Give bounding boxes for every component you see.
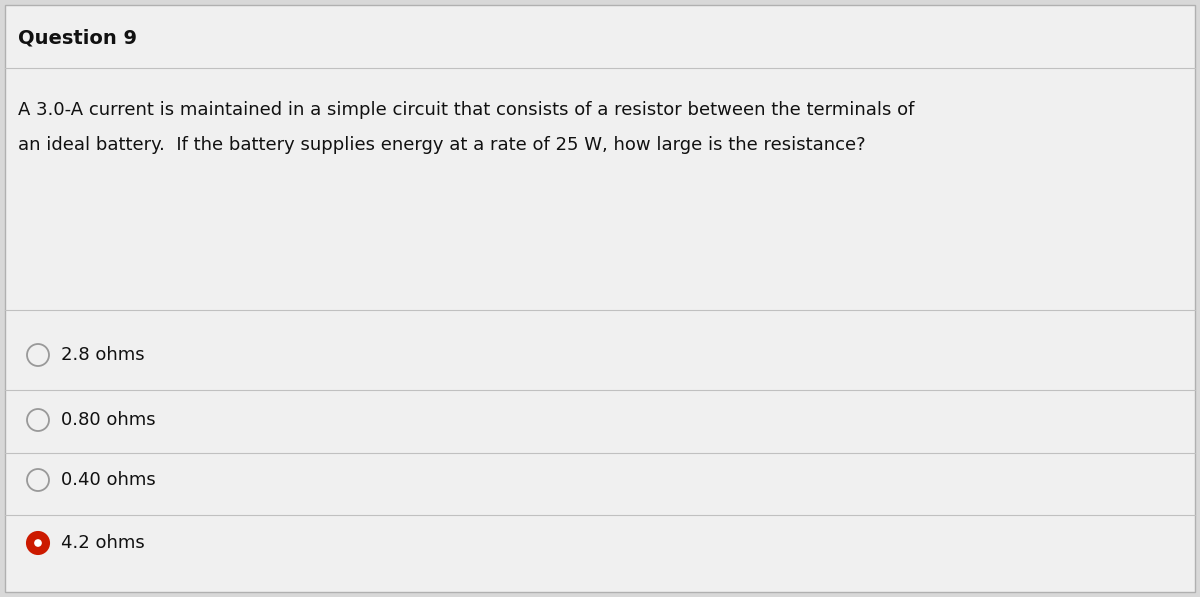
Text: A 3.0-A current is maintained in a simple circuit that consists of a resistor be: A 3.0-A current is maintained in a simpl…	[18, 101, 914, 119]
Ellipse shape	[28, 344, 49, 366]
FancyBboxPatch shape	[5, 5, 1195, 592]
Ellipse shape	[28, 409, 49, 431]
Text: 0.40 ohms: 0.40 ohms	[61, 471, 156, 489]
Text: an ideal battery.  If the battery supplies energy at a rate of 25 W, how large i: an ideal battery. If the battery supplie…	[18, 136, 865, 154]
Text: Question 9: Question 9	[18, 29, 137, 48]
Ellipse shape	[34, 539, 42, 547]
Text: 2.8 ohms: 2.8 ohms	[61, 346, 145, 364]
Ellipse shape	[28, 469, 49, 491]
Ellipse shape	[28, 532, 49, 554]
Text: 0.80 ohms: 0.80 ohms	[61, 411, 156, 429]
Text: 4.2 ohms: 4.2 ohms	[61, 534, 145, 552]
